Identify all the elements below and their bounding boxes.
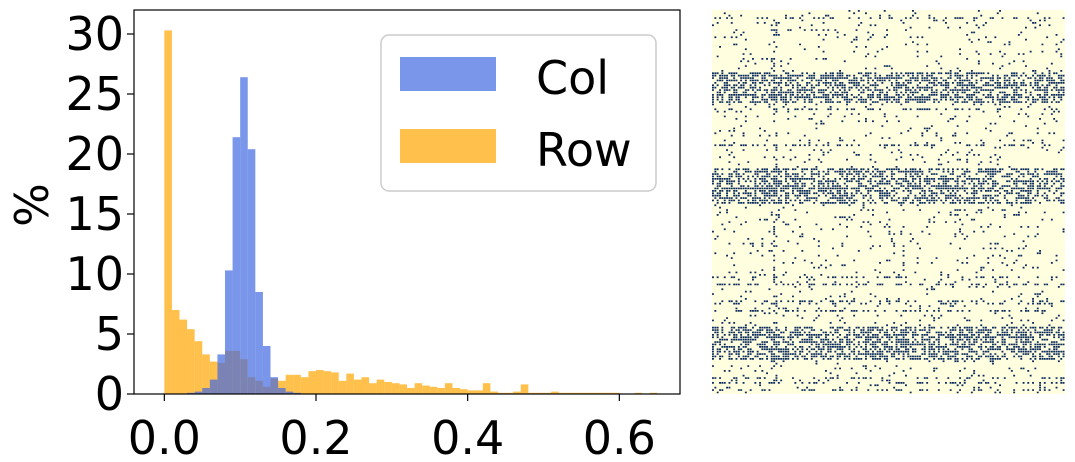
bar-row-51	[551, 391, 559, 394]
bar-row-33	[414, 383, 423, 394]
bar-row-15	[278, 380, 286, 394]
legend-label-row: Row	[536, 123, 632, 177]
bar-row-4	[194, 341, 203, 394]
bar-row-46	[513, 391, 521, 394]
bar-row-40	[467, 390, 476, 394]
bar-row-17	[293, 374, 301, 394]
bar-row-21	[323, 371, 332, 394]
bar-row-1	[171, 310, 180, 394]
x-tick-label-0: 0.0	[128, 411, 201, 462]
legend-label-col: Col	[536, 51, 609, 105]
y-axis-label: %	[5, 183, 59, 227]
bar-col-5	[225, 270, 233, 394]
bar-row-42	[482, 383, 491, 394]
bar-row-37	[444, 383, 453, 394]
bar-col-11	[270, 377, 279, 394]
legend-swatch-col	[400, 57, 496, 91]
bar-row-20	[316, 370, 324, 394]
bar-col-9	[255, 292, 263, 394]
bar-row-47	[520, 384, 529, 394]
bar-row-25	[353, 379, 362, 394]
histogram-axes-frame	[133, 9, 681, 395]
bar-row-6	[209, 361, 218, 394]
bar-row-2	[179, 319, 188, 394]
sparsity-heatmap	[712, 10, 1065, 394]
bar-row-5	[202, 354, 210, 394]
y-tick-label-5: 25	[65, 67, 124, 121]
bar-row-28	[376, 379, 385, 394]
bar-col-8	[247, 149, 256, 394]
bar-row-26	[361, 377, 370, 394]
bar-row-43	[490, 391, 498, 394]
legend: Col Row	[380, 34, 657, 192]
bar-row-30	[391, 383, 400, 394]
bar-row-36	[437, 388, 445, 394]
y-tick-label-1: 5	[95, 307, 124, 361]
bar-col-10	[262, 346, 271, 394]
bar-row-41	[475, 390, 483, 394]
bar-col-7	[240, 77, 248, 394]
bar-row-23	[338, 380, 347, 394]
bar-col-13	[285, 391, 294, 394]
bar-row-35	[429, 386, 438, 394]
bar-col-2	[202, 388, 210, 394]
bar-row-3	[187, 329, 195, 394]
bar-row-19	[308, 371, 316, 394]
bar-row-16	[285, 374, 294, 394]
bar-row-31	[399, 384, 407, 394]
x-tick-label-1: 0.2	[279, 411, 352, 462]
bar-row-27	[369, 383, 377, 394]
histogram-chart: 0.0 0.2 0.4 0.6 0 5 10 15 20 25 30 % Col Row	[5, 7, 681, 462]
y-tick-label-0: 0	[95, 367, 124, 421]
bar-col-12	[278, 388, 286, 394]
bar-row-39	[460, 389, 468, 394]
bar-row-0	[164, 30, 172, 395]
bar-row-34	[422, 385, 430, 394]
bar-row-24	[346, 373, 354, 394]
bar-row-18	[300, 377, 309, 394]
bar-row-38	[452, 388, 461, 394]
bar-col-6	[232, 137, 241, 394]
y-tick-label-6: 30	[65, 7, 124, 61]
x-tick-label-3: 0.6	[583, 411, 656, 462]
bar-col-4	[217, 354, 225, 394]
histogram-ticks: 0.0 0.2 0.4 0.6 0 5 10 15 20 25 30	[65, 7, 655, 462]
legend-swatch-row	[400, 129, 496, 163]
y-tick-label-3: 15	[65, 187, 124, 241]
bar-row-29	[384, 382, 392, 394]
bar-col-1	[194, 391, 203, 394]
bar-col-3	[209, 379, 218, 394]
bar-row-22	[331, 372, 339, 394]
y-tick-label-2: 10	[65, 247, 124, 301]
bar-row-32	[407, 388, 415, 394]
y-tick-label-4: 20	[65, 127, 124, 181]
x-tick-label-2: 0.4	[431, 411, 504, 462]
